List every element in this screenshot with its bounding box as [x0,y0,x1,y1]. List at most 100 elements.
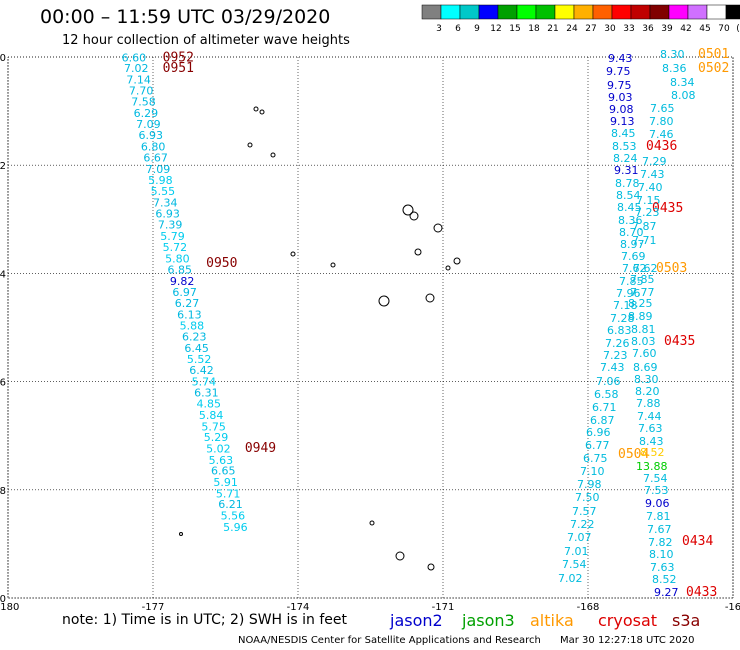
swh-value: 8.52 [640,446,665,459]
legend-swatch [706,4,727,20]
swh-value: 6.65 [211,465,236,478]
island-outline [427,563,435,571]
swh-value: 6.67 [143,151,168,164]
satellite-legend-cryosat: cryosat [598,611,657,630]
legend-swatch [668,4,689,20]
legend-label: 33 [623,24,634,34]
swh-value: 9.06 [645,497,670,510]
footer-note: note: 1) Time is in UTC; 2) SWH is in fe… [62,612,348,628]
swh-value: 7.23 [635,206,660,219]
time-label: 0503 [656,261,687,276]
swh-value: 7.39 [158,218,183,231]
swh-value: 8.78 [615,177,640,190]
swh-value: 8.54 [616,189,641,202]
swh-value: 8.70 [619,226,644,239]
legend-label: 15 [509,24,520,34]
island-outline [395,551,405,561]
legend-swatch [573,4,594,20]
legend-label: 45 [699,24,710,34]
swh-value: 7.80 [649,115,674,128]
legend-label: 36 [642,24,654,34]
y-tick-label: -4 [0,269,6,280]
legend-swatch [687,4,708,20]
y-tick-label: 0 [0,53,6,64]
swh-value: 7.43 [640,168,665,181]
swh-value: 7.43 [600,361,625,374]
swh-value: 7.06 [596,375,621,388]
swh-value: 7.29 [642,155,667,168]
swh-value: 7.81 [646,510,671,523]
island-outline [369,520,375,526]
swh-value: 7.65 [650,102,675,115]
y-tick-label: -10 [0,594,6,605]
swh-value: 5.29 [204,431,229,444]
swh-value: 7.70 [129,84,154,97]
swh-value: 8.20 [635,385,660,398]
island-outline [179,532,183,536]
island-outline [259,109,265,115]
island-outline [433,223,443,233]
swh-value: 7.57 [572,505,597,518]
swh-value: 7.50 [575,491,600,504]
swh-value: 7.98 [577,478,602,491]
swh-value: 7.18 [613,299,638,312]
swh-value: 8.03 [631,335,656,348]
legend-label: 70 [718,24,730,34]
swh-value: 8.10 [649,548,674,561]
swh-value: 7.85 [619,275,644,288]
satellite-legend-s3a: s3a [672,611,700,630]
swh-value: 5.72 [163,241,188,254]
legend-swatch [554,4,575,20]
legend-swatch [592,4,613,20]
swh-value: 8.53 [612,140,637,153]
swh-value: 9.03 [608,91,633,104]
swh-value: 6.71 [592,401,617,414]
y-tick-label: -6 [0,378,6,389]
time-label: 0435 [664,334,695,349]
swh-value: 8.89 [628,310,653,323]
swh-value: 5.75 [201,420,226,433]
swh-value: 5.56 [221,510,246,523]
swh-value: 6.42 [189,364,214,377]
swh-value: 6.13 [177,308,202,321]
swh-value: 7.14 [126,74,150,87]
legend-swatch [497,4,518,20]
swh-value: 7.85 [630,273,655,286]
y-tick-label: -8 [0,486,6,497]
legend-swatch [459,4,480,20]
chart-title: 00:00 – 11:59 UTC 03/29/2020 [40,6,331,28]
swh-value: 5.55 [151,185,176,198]
x-tick-label: -174 [287,602,310,613]
time-label: 0950 [206,256,237,271]
island-outline [270,152,276,158]
swh-value: 7.02 [558,572,583,585]
swh-value: 7.46 [649,128,674,141]
legend-label: 27 [585,24,596,34]
swh-value: 8.36 [662,62,687,75]
time-label: 0952 [163,50,194,65]
footer-credit: NOAA/NESDIS Center for Satellite Applica… [238,635,541,646]
legend-swatch [725,4,740,20]
swh-value: 6.87 [590,414,615,427]
swh-value: 7.58 [131,96,156,109]
swh-value: 7.26 [605,337,630,350]
swh-value: 7.02 [124,62,149,75]
swh-value: 6.27 [175,297,200,310]
swh-value: 5.96 [223,521,248,534]
x-tick-label: -180 [0,602,19,613]
time-label: 0951 [163,61,194,76]
swh-value: 6.58 [594,388,619,401]
swh-value: 6.77 [585,439,610,452]
swh-value: 7.63 [650,561,675,574]
swh-value: 7.22 [570,518,595,531]
x-tick-label: -177 [142,602,165,613]
time-label: 0434 [682,534,713,549]
swh-value: 5.84 [199,409,224,422]
swh-value: 7.40 [638,181,663,194]
swh-value: 9.08 [609,103,634,116]
swh-value: 8.36 [618,214,643,227]
swh-value: 7.96 [616,287,641,300]
swh-value: 8.30 [660,48,685,61]
legend-label: (ft) [736,24,740,34]
swh-value: 9.31 [614,164,639,177]
